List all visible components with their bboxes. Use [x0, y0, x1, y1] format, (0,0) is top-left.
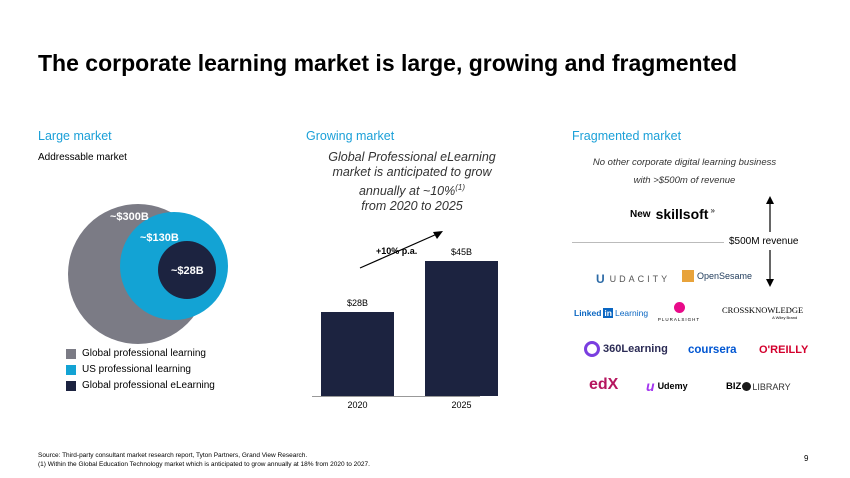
- footnote-ref: (1): [455, 183, 466, 192]
- fragmented-note: No other corporate digital learning busi…: [572, 154, 797, 190]
- udemy-icon: u: [646, 378, 655, 394]
- oreilly-wordmark: O'REILLY: [759, 344, 809, 356]
- bar-category-label-2025: 2025: [451, 400, 472, 410]
- large-market-heading: Large market: [38, 129, 112, 143]
- circle-label-300b: ~$300B: [110, 211, 149, 223]
- growth-arrow-icon: [359, 231, 443, 269]
- opensesame-wordmark: OpenSesame: [697, 271, 753, 281]
- legend-swatch-gray: [66, 348, 76, 359]
- legend-item-global-professional-learning: Global professional learning: [66, 348, 206, 359]
- footer-source: Source: Third-party consultant market re…: [38, 452, 308, 459]
- coursera-logo: coursera: [688, 344, 737, 356]
- legend-label: Global professional eLearning: [82, 380, 215, 391]
- circle-label-130b: ~$130B: [140, 232, 179, 244]
- legend-item-global-professional-elearning: Global professional eLearning: [66, 380, 215, 391]
- growth-note-line-2: market is anticipated to grow: [332, 165, 492, 179]
- bar-category-label-2020: 2020: [347, 400, 368, 410]
- legend-label: US professional learning: [82, 364, 191, 375]
- opensesame-icon: [682, 270, 694, 282]
- growth-rate-label: +10% p.a.: [376, 246, 418, 256]
- addressable-market-label: Addressable market: [38, 152, 127, 163]
- fragmented-note-line-2: with >$500m of revenue: [633, 175, 736, 186]
- new-skillsoft-logo: New skillsoft »: [630, 205, 715, 223]
- 360learning-icon: [584, 341, 600, 357]
- circle-label-28b: ~$28B: [171, 265, 204, 277]
- revenue-threshold-label: $500M revenue: [729, 236, 799, 247]
- bar-value-label-2020: $28B: [346, 298, 369, 308]
- growth-note: Global Professional eLearning market is …: [296, 150, 528, 214]
- revenue-threshold-line: [572, 242, 724, 243]
- coursera-wordmark: coursera: [688, 344, 737, 356]
- growth-note-line-4: from 2020 to 2025: [361, 199, 463, 214]
- library-wordmark: LIBRARY: [752, 381, 791, 392]
- crossknowledge-subtitle: A Wiley Brand: [772, 315, 798, 320]
- oreilly-logo: O'REILLY: [759, 344, 808, 356]
- pluralsight-icon: [673, 302, 685, 313]
- fragmented-note-line-1: No other corporate digital learning busi…: [592, 157, 777, 168]
- legend-label: Global professional learning: [82, 348, 206, 359]
- 360learning-logo: 360Learning: [584, 341, 668, 357]
- new-label: New: [630, 208, 651, 220]
- edx-wordmark: edX: [589, 376, 619, 393]
- growth-rate-text: annually at ~10%: [358, 184, 456, 199]
- market-size-circles: ~$300B ~$130B ~$28B: [68, 204, 228, 344]
- legend-item-us-professional-learning: US professional learning: [66, 364, 191, 375]
- udemy-wordmark: Udemy: [657, 381, 688, 391]
- growth-note-line-1: Global Professional eLearning: [328, 150, 496, 164]
- bar-2020: [321, 312, 394, 396]
- udacity-logo: U UDACITY: [596, 272, 670, 286]
- page-number: 9: [804, 454, 809, 463]
- biz-wordmark: BIZ: [726, 381, 742, 392]
- udacity-icon: U: [596, 272, 605, 286]
- udacity-wordmark: UDACITY: [609, 274, 671, 284]
- linkedin-learning-wordmark: Learning: [614, 308, 649, 318]
- legend-swatch-blue: [66, 364, 76, 375]
- linkedin-in-icon: in: [603, 308, 613, 318]
- crossknowledge-logo: CROSSKNOWLEDGE A Wiley Brand: [722, 305, 803, 320]
- skillsoft-wordmark: skillsoft: [655, 206, 709, 222]
- bizlibrary-logo: BIZ LIBRARY: [726, 381, 791, 392]
- udemy-logo: u Udemy: [646, 378, 688, 394]
- edx-logo: edX: [589, 376, 618, 394]
- linkedin-wordmark: Linked: [574, 308, 602, 318]
- pluralsight-logo: PLURALSIGHT: [656, 302, 702, 322]
- skillsoft-arrows-icon: »: [710, 205, 715, 215]
- linkedin-learning-logo: Linked in Learning: [574, 308, 648, 318]
- bar-chart-baseline: [312, 396, 480, 397]
- growing-market-heading: Growing market: [306, 129, 395, 143]
- pluralsight-wordmark: PLURALSIGHT: [657, 317, 701, 322]
- opensesame-logo: OpenSesame: [682, 270, 752, 282]
- 360learning-wordmark: 360Learning: [603, 343, 668, 355]
- legend-swatch-navy: [66, 380, 76, 391]
- bar-value-label-2025: $45B: [450, 247, 473, 257]
- crossknowledge-wordmark: CROSSKNOWLEDGE: [722, 305, 804, 315]
- growth-note-line-3: annually at ~10%(1): [296, 180, 528, 199]
- threshold-arrows-icon: [766, 196, 774, 287]
- footer-footnote: (1) Within the Global Education Technolo…: [38, 461, 370, 468]
- bizlibrary-icon: [742, 382, 752, 391]
- circle-global-professional-elearning: [158, 241, 216, 299]
- fragmented-market-heading: Fragmented market: [572, 129, 682, 143]
- bar-2025: [425, 261, 498, 396]
- page-title: The corporate learning market is large, …: [38, 50, 738, 76]
